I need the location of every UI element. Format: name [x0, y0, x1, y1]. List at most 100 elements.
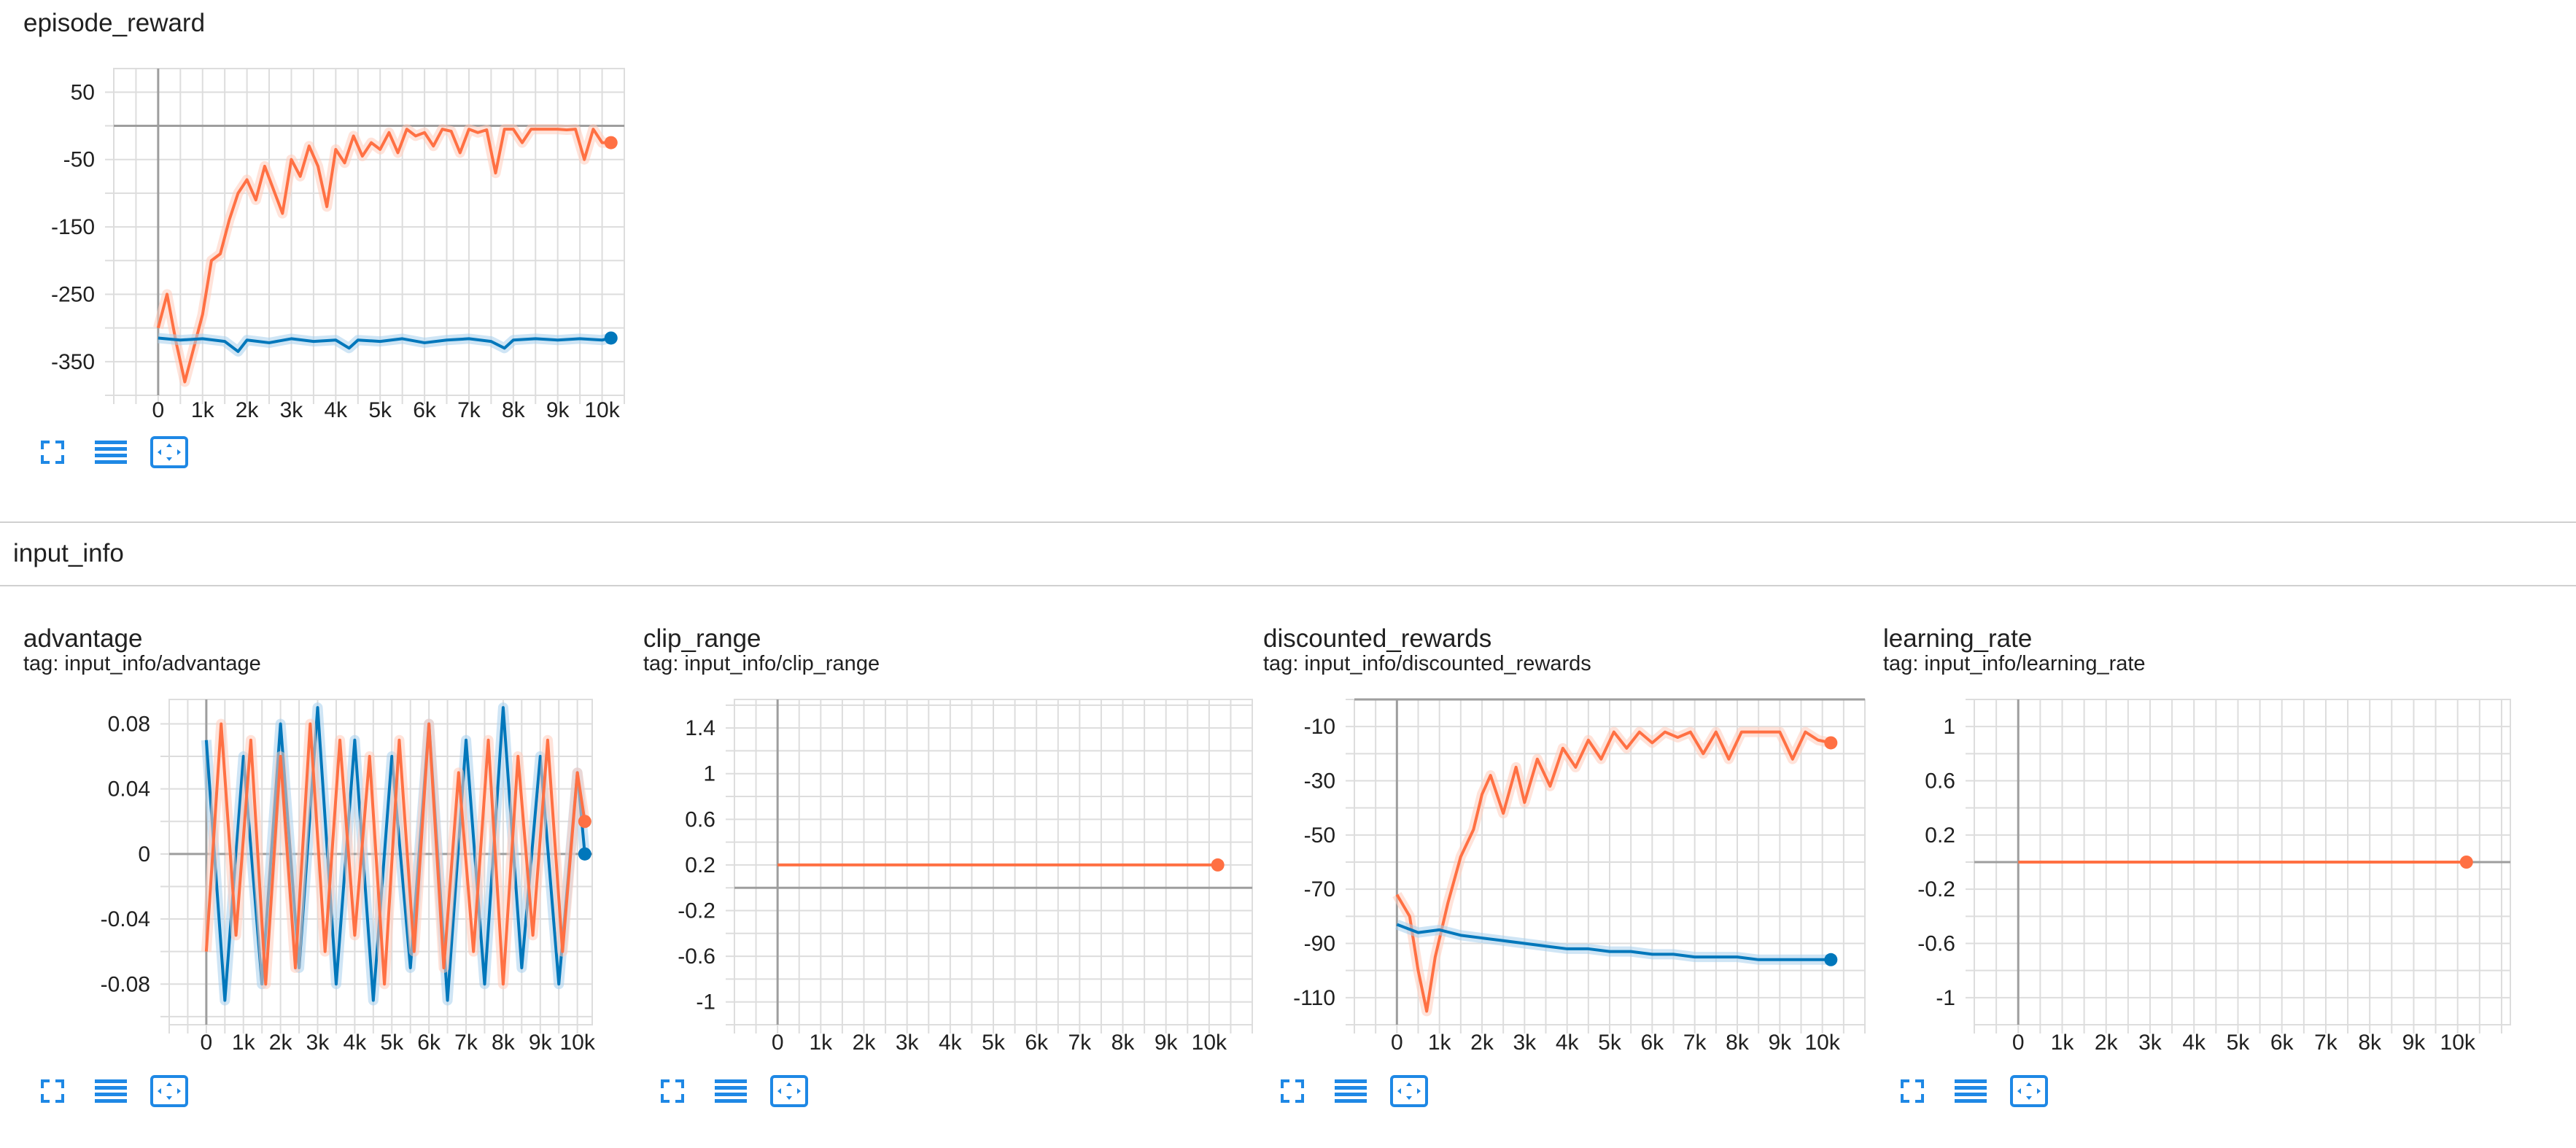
x-tick-label: 5k: [368, 398, 392, 422]
fit-domain-button[interactable]: [149, 1071, 190, 1112]
x-tick-label: 8k: [1112, 1031, 1136, 1055]
x-tick-label: 4k: [939, 1031, 963, 1055]
chart-title: clip_range: [643, 624, 761, 653]
y-tick-label: -50: [1304, 823, 1335, 848]
chart-tag: tag: input_info/advantage: [23, 652, 261, 675]
toggle-log-scale-button[interactable]: [1330, 1071, 1371, 1112]
x-tick-label: 7k: [1068, 1031, 1092, 1055]
y-tick-label: -1: [1936, 986, 1955, 1010]
fullscreen-button[interactable]: [1272, 1071, 1313, 1112]
toggle-log-scale-button[interactable]: [90, 432, 131, 473]
y-tick-label: 0.6: [685, 807, 715, 831]
chart-tag: tag: input_info/clip_range: [643, 652, 880, 675]
fit-domain-icon: [770, 1075, 808, 1107]
y-tick-label: -10: [1304, 715, 1335, 739]
series-line: [158, 336, 612, 353]
fullscreen-icon: [1901, 1079, 1924, 1103]
fullscreen-button[interactable]: [652, 1071, 693, 1112]
y-tick-label: -90: [1304, 932, 1335, 956]
x-tick-label: 7k: [454, 1031, 478, 1055]
x-tick-label: 9k: [546, 398, 570, 422]
series-band: [1392, 726, 1832, 1017]
x-tick-label: 5k: [982, 1031, 1006, 1055]
y-tick-label: -0.6: [678, 945, 715, 969]
chart-card-episode-reward: episode_reward 0 1k 2k 3k 4k 5k 6k 7k 8k 9k 10k 50 -…: [23, 9, 625, 476]
x-tick-label: 4k: [2182, 1031, 2206, 1055]
x-tick-label: 4k: [325, 398, 349, 422]
series-end-marker: [2459, 856, 2473, 869]
series-line: [1395, 730, 1831, 1013]
fullscreen-button[interactable]: [1892, 1071, 1933, 1112]
x-tick-label: 6k: [1025, 1031, 1049, 1055]
fullscreen-button[interactable]: [32, 1071, 73, 1112]
x-tick-label: 6k: [413, 398, 437, 422]
x-tick-label: 4k: [344, 1031, 368, 1055]
y-tick-label: -50: [63, 148, 95, 172]
toggle-log-scale-icon: [95, 441, 127, 464]
x-tick-label: 0: [201, 1031, 213, 1055]
y-tick-label: -150: [51, 215, 95, 239]
x-tick-label: 8k: [1726, 1031, 1750, 1055]
x-tick-label: 9k: [2402, 1031, 2426, 1055]
x-tick-label: 3k: [280, 398, 304, 422]
fullscreen-icon: [1281, 1079, 1304, 1103]
x-tick-label: 5k: [2227, 1031, 2251, 1055]
toggle-log-scale-icon: [715, 1079, 747, 1103]
group-header[interactable]: input_info: [0, 523, 2576, 586]
y-tick-label: 50: [71, 80, 95, 104]
section-divider-top: [0, 521, 2576, 523]
y-tick-label: 0.2: [1925, 823, 1955, 848]
x-tick-label: 9k: [529, 1031, 553, 1055]
fullscreen-button[interactable]: [32, 432, 73, 473]
toggle-log-scale-button[interactable]: [710, 1071, 751, 1112]
toggle-log-scale-icon: [95, 1079, 127, 1103]
y-tick-label: 0.08: [108, 712, 150, 736]
y-tick-label: -250: [51, 282, 95, 306]
x-tick-label: 7k: [1683, 1031, 1707, 1055]
x-tick-label: 3k: [1513, 1031, 1537, 1055]
x-tick-label: 5k: [1598, 1031, 1622, 1055]
fit-domain-button[interactable]: [2009, 1071, 2049, 1112]
y-tick-label: -0.08: [101, 972, 150, 996]
series-end-marker: [578, 847, 591, 861]
x-tick-label: 3k: [896, 1031, 920, 1055]
x-tick-label: 0: [772, 1031, 784, 1055]
chart-title: episode_reward: [23, 9, 206, 37]
x-tick-label: 1k: [232, 1031, 256, 1055]
x-tick-label: 9k: [1155, 1031, 1179, 1055]
x-tick-label: 0: [2012, 1031, 2025, 1055]
x-tick-label: 3k: [306, 1031, 330, 1055]
x-tick-label: 6k: [2270, 1031, 2294, 1055]
chart-title: discounted_rewards: [1263, 624, 1492, 653]
chart-title: learning_rate: [1883, 624, 2033, 653]
fullscreen-icon: [661, 1079, 684, 1103]
x-tick-label: 10k: [1192, 1031, 1227, 1055]
toggle-log-scale-icon: [1335, 1079, 1367, 1103]
series-end-marker: [604, 331, 618, 345]
chart-card-advantage: advantage tag: input_info/advantage 0 1k 2…: [23, 624, 621, 1106]
plot-border: [168, 699, 593, 1025]
toggle-log-scale-button[interactable]: [90, 1071, 131, 1112]
toggle-log-scale-button[interactable]: [1950, 1071, 1991, 1112]
y-tick-label: -0.04: [101, 907, 150, 931]
x-tick-label: 8k: [492, 1031, 516, 1055]
x-tick-label: 10k: [2440, 1031, 2476, 1055]
plot-border: [734, 699, 1253, 1025]
chart-plot: 0 1k 2k 3k 4k 5k 6k 7k 8k 9k 10k 1.4 1 0.6 0.2 -0.2 -0.6…: [678, 699, 1253, 1055]
fit-domain-button[interactable]: [769, 1071, 810, 1112]
fit-domain-button[interactable]: [149, 432, 190, 473]
x-tick-label: 2k: [2095, 1031, 2119, 1055]
series-band: [1394, 919, 1831, 965]
x-tick-label: 2k: [853, 1031, 877, 1055]
y-tick-label: -0.2: [1917, 877, 1955, 901]
fit-domain-button[interactable]: [1389, 1071, 1429, 1112]
fullscreen-icon: [41, 441, 64, 464]
section-divider-bottom: [0, 585, 2576, 586]
y-tick-label: -0.6: [1917, 932, 1955, 956]
x-tick-label: 6k: [417, 1031, 441, 1055]
x-tick-label: 2k: [236, 398, 260, 422]
fit-domain-icon: [150, 436, 188, 468]
chart-plot: 0 1k 2k 3k 4k 5k 6k 7k 8k 9k 10k 0.08 0.04 0 -0.04 -0.0…: [101, 699, 596, 1055]
chart-card-discounted-rewards: discounted_rewards tag: input_info/disco…: [1263, 624, 1866, 1106]
y-tick-label: -70: [1304, 877, 1335, 901]
